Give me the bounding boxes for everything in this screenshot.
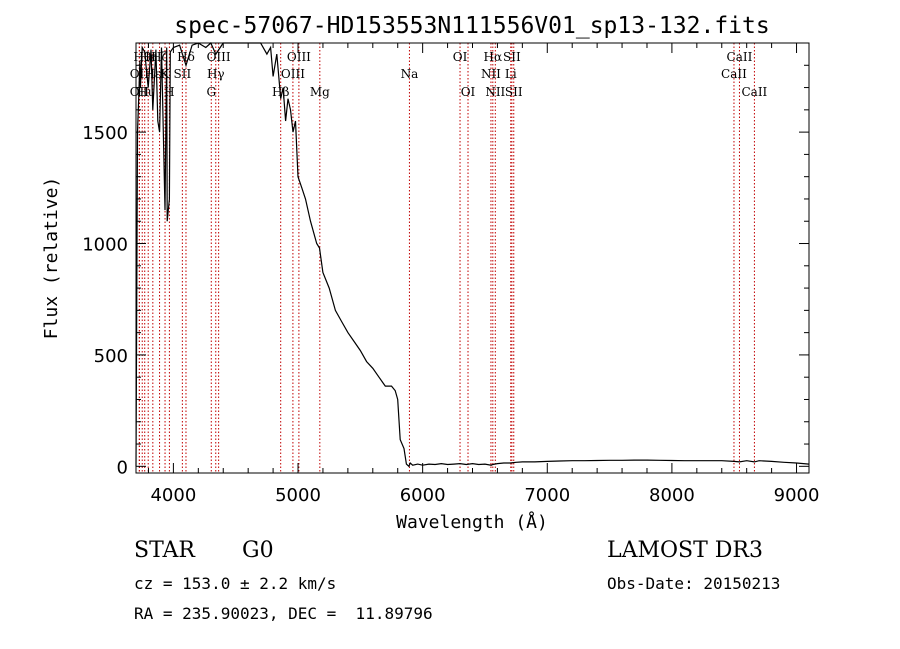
survey-name: LAMOST DR3: [607, 538, 763, 563]
spectral-label-g: G: [206, 85, 216, 99]
y-tick-label: 1500: [82, 123, 128, 144]
spectral-label-sii: SII: [505, 85, 523, 99]
y-tick-label: 1000: [82, 235, 128, 256]
spectral-label-hι: Hι: [137, 85, 152, 99]
x-axis-label: Wavelength (Å): [396, 511, 548, 533]
spectral-label-li: Li: [505, 67, 517, 81]
x-tick-label: 9000: [774, 485, 820, 506]
object-class: STAR: [134, 538, 195, 563]
spectral-label-hβ: Hβ: [272, 85, 289, 99]
spectral-label-oiii: OIII: [287, 50, 311, 64]
coordinates: RA = 235.90023, DEC = 11.89796: [134, 604, 433, 623]
spectral-label-caii: CaII: [721, 67, 747, 81]
chart-title: spec-57067-HD153553N111556V01_sp13-132.f…: [174, 13, 769, 39]
spectral-label-sii: SII: [174, 67, 192, 81]
spectral-label-nii: NII: [485, 85, 505, 99]
spectral-label-k: K: [161, 67, 171, 81]
spectral-label-mg: Mg: [310, 85, 330, 99]
x-tick-label: 6000: [400, 485, 446, 506]
spectral-label-caii: CaII: [727, 50, 753, 64]
y-axis-label: Flux (relative): [41, 177, 62, 340]
spectral-label-nii: NII: [481, 67, 501, 81]
spectral-label-hζ: Hζ: [151, 50, 168, 64]
obs-date: Obs-Date: 20150213: [607, 574, 781, 593]
object-subclass: G0: [242, 538, 274, 563]
spectral-label-na: Na: [401, 67, 419, 81]
plot-frame: [135, 42, 810, 474]
spectral-label-hγ: Hγ: [207, 67, 225, 81]
axis-ticks: 4000 5000 6000 7000 8000 9000 0 500 1000 1500: [82, 43, 819, 506]
spectral-lines-layer: [138, 43, 755, 473]
spectral-label-oi: OI: [453, 50, 468, 64]
spectral-label-oiii: OIII: [281, 67, 305, 81]
spectral-label-hδ: Hδ: [177, 50, 195, 64]
spectral-label-hη: Hη: [139, 50, 157, 64]
x-tick-label: 8000: [649, 485, 695, 506]
x-tick-label: 5000: [275, 485, 321, 506]
y-tick-label: 500: [94, 346, 128, 367]
x-tick-label: 7000: [524, 485, 570, 506]
spectral-label-sii: SII: [503, 50, 521, 64]
y-tick-label: 0: [117, 457, 128, 478]
spectral-labels-layer: OIIOIIHθHιHηHεHζKHSIIHδGHγOIIIHβOIIIOIII…: [130, 50, 768, 99]
spectral-label-caii: CaII: [741, 85, 767, 99]
spectral-label-h: H: [164, 85, 174, 99]
spectral-label-hα: Hα: [484, 50, 503, 64]
spectral-label-oiii: OIII: [207, 50, 231, 64]
spectral-label-oi: OI: [461, 85, 476, 99]
x-tick-label: 4000: [150, 485, 196, 506]
redshift-value: cz = 153.0 ± 2.2 km/s: [134, 574, 337, 593]
spectrum-line: [135, 42, 810, 468]
